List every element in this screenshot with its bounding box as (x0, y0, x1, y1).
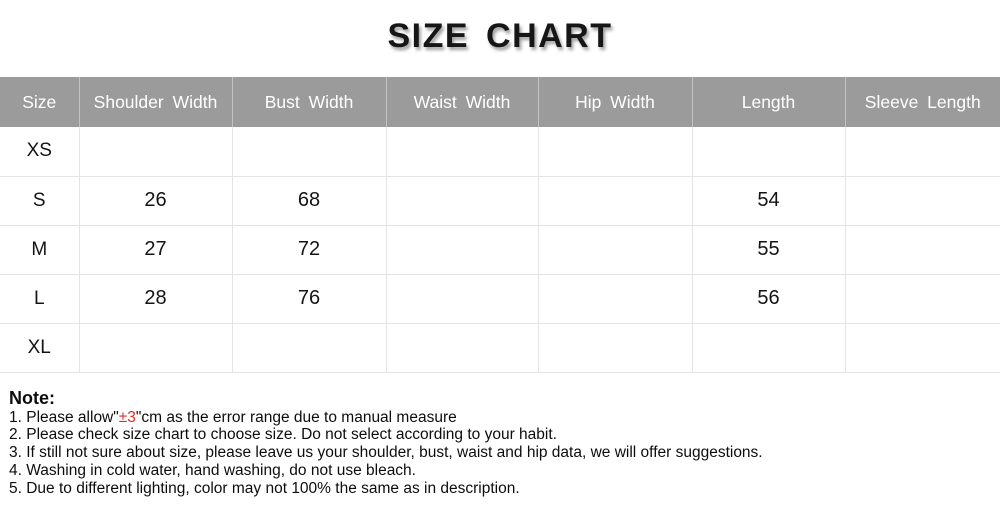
value-cell (385, 175, 539, 226)
value-cell: 26 (78, 175, 233, 226)
value-cell: 76 (231, 273, 387, 324)
header-cell-shoulder-width: Shoulder Width (79, 77, 233, 127)
header-row: Size Shoulder Width Bust Width Waist Width H… (0, 77, 1000, 127)
value-cell: 72 (231, 224, 387, 275)
value-cell (231, 127, 387, 177)
value-cell (537, 175, 693, 226)
value-cell: 54 (691, 175, 846, 226)
value-cell (691, 127, 846, 177)
note-section: Note: 1. Please allow"±3"cm as the error… (0, 388, 1000, 498)
value-cell: 28 (78, 273, 233, 324)
value-cell (691, 322, 846, 373)
size-cell: XS (0, 127, 80, 177)
size-cell: XL (0, 322, 80, 373)
value-cell (844, 175, 1000, 226)
value-cell (385, 127, 539, 177)
note-line-5: 5. Due to different lighting, color may … (9, 479, 520, 497)
size-chart-head: Size Shoulder Width Bust Width Waist Width H… (0, 77, 1000, 127)
note-title: Note: (9, 387, 55, 408)
note-line-2: 2. Please check size chart to choose siz… (9, 426, 557, 444)
table-row: L 28 76 56 (0, 273, 1000, 324)
header-cell-length: Length (692, 77, 846, 127)
value-cell: 68 (231, 175, 387, 226)
table-row: S 26 68 54 (0, 175, 1000, 226)
value-cell (385, 273, 539, 324)
value-cell (537, 322, 693, 373)
value-cell (537, 224, 693, 275)
value-cell (537, 273, 693, 324)
value-cell: 27 (78, 224, 233, 275)
value-cell (844, 224, 1000, 275)
value-cell: 55 (691, 224, 846, 275)
page-title: SIZE CHART (387, 17, 613, 55)
header-cell-bust-width: Bust Width (232, 77, 387, 127)
size-cell: M (0, 224, 80, 275)
size-chart-table: Size Shoulder Width Bust Width Waist Width H… (0, 77, 1000, 373)
note-line-1-suffix: "cm as the error range due to manual mea… (135, 408, 457, 426)
note-line-1-prefix: 1. Please allow" (9, 408, 119, 426)
value-cell (231, 322, 387, 373)
value-cell (385, 224, 539, 275)
size-cell: S (0, 175, 80, 226)
table-row: M 27 72 55 (0, 224, 1000, 275)
header-cell-size: Size (0, 77, 80, 127)
value-cell (385, 322, 539, 373)
value-cell (844, 322, 1000, 373)
value-cell (844, 273, 1000, 324)
header-cell-waist-width: Waist Width (386, 77, 539, 127)
value-cell (78, 322, 233, 373)
size-chart-body: XS S 26 68 54 M 27 72 55 L 28 76 56 XL (0, 127, 1000, 373)
note-line-3: 3. If still not sure about size, please … (9, 444, 763, 462)
error-range-value: ±3 (118, 408, 136, 426)
size-cell: L (0, 273, 80, 324)
value-cell (537, 127, 693, 177)
value-cell (844, 127, 1000, 177)
note-line-4: 4. Washing in cold water, hand washing, … (9, 461, 416, 479)
value-cell (78, 127, 233, 177)
value-cell: 56 (691, 273, 846, 324)
table-row: XL (0, 322, 1000, 373)
header-cell-hip-width: Hip Width (538, 77, 693, 127)
header-cell-sleeve-length: Sleeve Length (845, 77, 1000, 127)
note-line-1: 1. Please allow"±3"cm as the error range… (9, 409, 992, 427)
table-row: XS (0, 127, 1000, 177)
